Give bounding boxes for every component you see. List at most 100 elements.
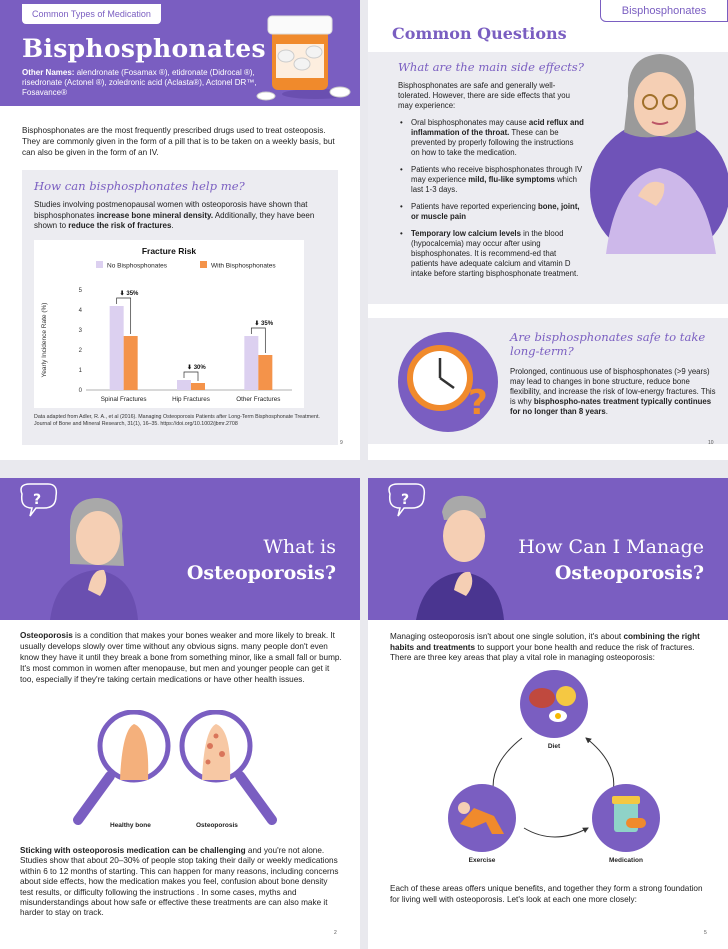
title-line-2: Osteoporosis?: [186, 562, 336, 584]
title-line-1: How Can I Manage: [518, 536, 704, 558]
list-item: Patients have reported experiencing bone…: [400, 202, 584, 222]
other-names-label: Other Names:: [22, 68, 75, 77]
page-number: 2: [334, 930, 337, 936]
list-bold: Temporary low calcium levels: [411, 229, 521, 238]
definition-bold: Osteoporosis: [20, 631, 73, 640]
list-text: These can be prevented by properly follo…: [411, 128, 574, 157]
intro-text: to support your bone health and reduce t…: [390, 642, 695, 663]
section-tag: Bisphosphonates: [600, 0, 728, 22]
fracture-risk-chart: Fracture Risk No Bisphosphonates With Bisp…: [34, 240, 304, 408]
long-term-heading: Are bisphosphonates safe to take long-te…: [510, 330, 706, 358]
x-tick-label: Hip Fractures: [172, 396, 210, 403]
page-title: Bisphosphonates: [22, 34, 266, 63]
label-healthy-bone: Healthy bone: [110, 822, 151, 829]
title-banner: ? What is Osteoporosis?: [0, 478, 360, 620]
side-effects-heading: What are the main side effects?: [398, 60, 584, 74]
help-text-part: Studies involving postmenopausal women w…: [34, 200, 308, 220]
side-effects-intro: Bisphosphonates are safe and generally w…: [398, 81, 570, 110]
other-names-list: alendronate (Fosamax ®), etidronate (Did…: [22, 68, 257, 97]
page-common-questions: Bisphosphonates Common Questions What ar…: [368, 0, 728, 460]
page-number: 9: [340, 440, 343, 446]
long-term-box: ? Are bisphosphonates safe to take long-…: [368, 318, 728, 444]
x-tick-label: Spinal Fractures: [101, 396, 147, 403]
legend-swatch-0: [96, 261, 103, 268]
reduction-label: ⬇ 30%: [187, 364, 206, 371]
long-term-part: Prolonged, continuous use of bisphosphon…: [510, 367, 716, 406]
diet-circle: [520, 670, 588, 738]
closing-paragraph: Each of these areas offers unique benefi…: [390, 884, 703, 904]
help-text-part: .: [171, 221, 174, 230]
intro-paragraph: Managing osteoporosis isn't about one si…: [390, 632, 708, 664]
list-text: which last 1-3 days.: [411, 175, 577, 194]
adherence-bold: Sticking with osteoporosis medication ca…: [20, 846, 246, 855]
bar-2-0: [244, 336, 259, 390]
diet-label: Diet: [548, 743, 561, 750]
thinking-woman-illustration: ?: [20, 483, 138, 620]
page-manage-osteoporosis: ? How Can I Manage Osteoporosis? Managin…: [368, 478, 728, 949]
help-text-bold: increase bone mineral density.: [96, 210, 214, 220]
adherence-text: and you're not alone. Studies show that …: [20, 846, 339, 918]
pill-bottle-icon: [256, 15, 351, 101]
help-text: Studies involving postmenopausal women w…: [34, 200, 326, 232]
list-bold: bone, joint, or muscle pain: [411, 202, 580, 221]
intro-bold: combining the right habits and treatment…: [390, 632, 700, 652]
legend-label-1: With Bisphosphonates: [211, 263, 276, 270]
y-tick-label: 5: [79, 288, 83, 294]
list-bold: acid reflux and inflammation of the thro…: [411, 118, 584, 137]
bar-2-1: [258, 355, 273, 390]
list-text: Patients who receive bisphosphonates thr…: [411, 165, 583, 184]
citation: Data adapted from Adler, R. A., et al (2…: [34, 414, 320, 427]
title-line-2: Osteoporosis?: [554, 562, 704, 584]
title-line-1: What is: [263, 536, 336, 558]
legend-swatch-1: [200, 261, 207, 268]
list-bold: mild, flu-like symptoms: [468, 175, 555, 184]
long-term-bold: bisphospho-nates treatment typically con…: [510, 397, 712, 416]
help-text-part: Additionally, they have been shown to: [34, 210, 315, 231]
page-title: Common Questions: [392, 24, 567, 43]
management-cycle-diagram: Diet Exercise Medication: [448, 670, 660, 864]
chart-svg: Fracture Risk No Bisphosphonates With Bisp…: [41, 246, 292, 403]
x-tick-label: Other Fractures: [236, 396, 280, 403]
y-axis-label: Yearly Incidence Rate (%): [41, 303, 48, 378]
chart-title: Fracture Risk: [142, 246, 197, 256]
question-bubble: ?: [33, 492, 41, 508]
bar-0-0: [109, 306, 124, 390]
other-names: Other Names: alendronate (Fosamax ®), et…: [22, 68, 258, 98]
exercise-label: Exercise: [469, 857, 496, 864]
reduction-bracket: [250, 327, 266, 353]
y-tick-label: 1: [79, 368, 83, 374]
long-term-part: .: [605, 407, 608, 416]
legend-label-0: No Bisphosphonates: [107, 263, 168, 270]
title-banner: ? How Can I Manage Osteoporosis?: [368, 478, 728, 620]
long-term-text: Prolonged, continuous use of bisphosphon…: [510, 367, 718, 417]
list-item: Temporary low calcium levels in the bloo…: [400, 229, 584, 279]
intro-text: Managing osteoporosis isn't about one si…: [390, 632, 624, 641]
section-tag: Common Types of Medication: [22, 4, 161, 24]
y-tick-label: 0: [79, 388, 83, 394]
list-text: Patients have reported experiencing: [411, 202, 538, 211]
help-heading: How can bisphosphonates help me?: [34, 179, 245, 193]
medication-label: Medication: [609, 857, 643, 864]
adherence-paragraph: Sticking with osteoporosis medication ca…: [20, 846, 342, 919]
bone-comparison-illustration: [73, 710, 277, 825]
list-text: Oral bisphosphonates may cause: [411, 118, 529, 127]
page-number: 10: [708, 440, 714, 446]
page-what-is-osteoporosis: ? What is Osteoporosis? Osteoporosis is …: [0, 478, 360, 949]
y-tick-label: 4: [79, 308, 83, 314]
y-tick-label: 3: [79, 328, 83, 334]
list-item: Oral bisphosphonates may cause acid refl…: [400, 118, 584, 158]
definition-paragraph: Osteoporosis is a condition that makes y…: [20, 630, 342, 685]
label-osteoporosis: Osteoporosis: [196, 822, 238, 829]
page-bisphosphonates: Common Types of Medication Bisphosphonat…: [0, 0, 360, 460]
bar-0-1: [123, 336, 138, 390]
bar-1-1: [191, 383, 205, 390]
side-effects-list: Oral bisphosphonates may cause acid refl…: [400, 118, 584, 286]
svg-text:?: ?: [468, 383, 488, 423]
woman-illustration: [590, 54, 728, 254]
reduction-bracket: [116, 297, 132, 334]
reduction-label: ⬇ 35%: [254, 320, 273, 327]
reduction-label: ⬇ 35%: [120, 290, 139, 297]
list-text: in the blood (hypocalcemia) may occur af…: [411, 229, 579, 278]
reduction-bracket: [183, 371, 199, 381]
bar-1-0: [177, 380, 191, 390]
